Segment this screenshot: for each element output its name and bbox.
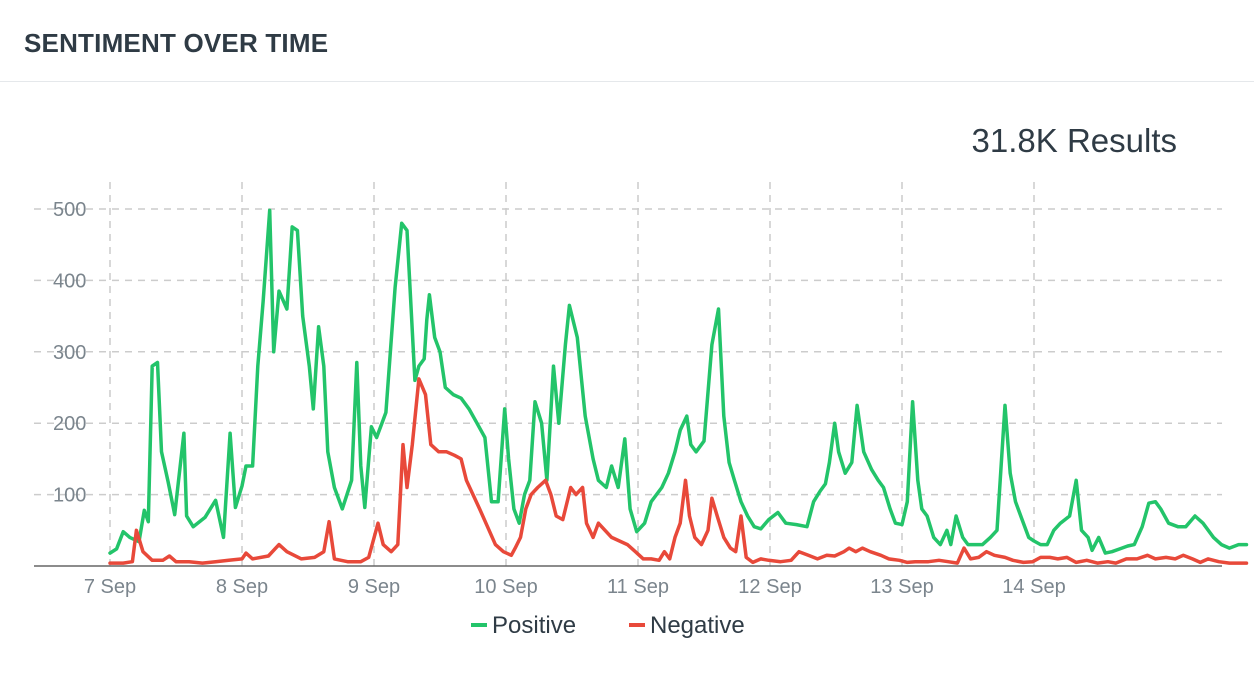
legend-label-positive: Positive <box>492 612 576 639</box>
panel-header: SENTIMENT OVER TIME <box>0 0 1254 82</box>
y-axis-labels: 100 200 300 400 500 <box>53 199 86 507</box>
legend-item-positive[interactable]: Positive <box>471 612 576 639</box>
legend-item-negative[interactable]: Negative <box>629 612 745 639</box>
x-tick-label-14-Sep: 14 Sep <box>1002 576 1065 598</box>
y-tick-label-500: 500 <box>53 199 86 221</box>
series-line-positive <box>108 208 1249 555</box>
legend-label-negative: Negative <box>650 612 745 639</box>
y-tick-label-200: 200 <box>53 413 86 435</box>
panel-title: SENTIMENT OVER TIME <box>24 28 329 58</box>
x-tick-label-8-Sep: 8 Sep <box>216 576 268 598</box>
y-tick-label-300: 300 <box>53 342 86 364</box>
series-line-negative <box>108 377 1249 565</box>
x-tick-label-11-Sep: 11 Sep <box>607 576 669 598</box>
y-tick-label-400: 400 <box>53 270 86 292</box>
grid-lines <box>34 182 1222 566</box>
y-tick-label-100: 100 <box>53 485 86 507</box>
legend[interactable]: Positive Negative <box>471 612 745 639</box>
x-tick-label-9-Sep: 9 Sep <box>348 576 400 598</box>
x-tick-label-7-Sep: 7 Sep <box>84 576 136 598</box>
results-count: 31.8K Results <box>971 122 1177 159</box>
x-axis-labels: 7 Sep 8 Sep 9 Sep 10 Sep 11 Sep 12 Sep 13 Sep 1… <box>84 576 1066 598</box>
x-tick-label-10-Sep: 10 Sep <box>474 576 537 598</box>
x-tick-label-13-Sep: 13 Sep <box>870 576 933 598</box>
x-tick-label-12-Sep: 12 Sep <box>738 576 801 598</box>
series-lines <box>108 208 1249 565</box>
